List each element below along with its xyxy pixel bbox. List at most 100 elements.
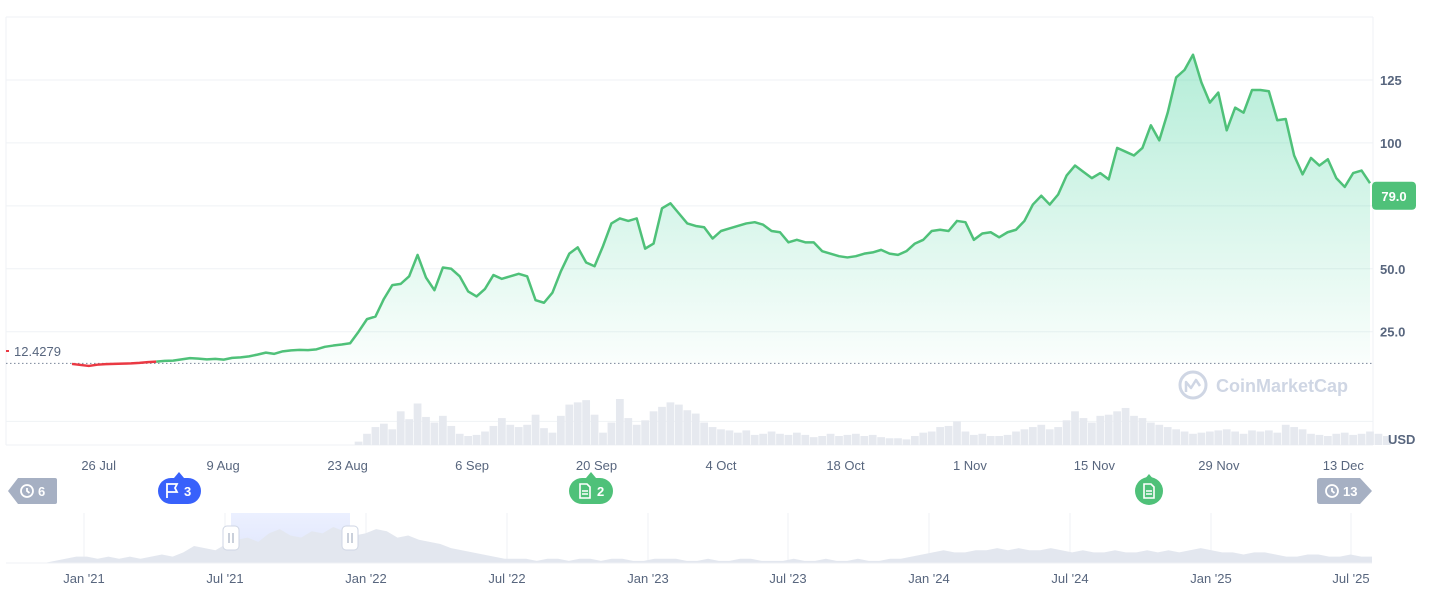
volume-bar [1315, 434, 1324, 445]
volume-bar [1020, 429, 1029, 445]
x-tick-label: 23 Aug [327, 458, 368, 473]
volume-bar [1172, 429, 1181, 445]
volume-bar [936, 427, 945, 445]
volume-bar [1045, 429, 1054, 445]
volume-bar [422, 416, 430, 445]
volume-bar [1113, 411, 1122, 445]
volume-bar [1298, 429, 1307, 445]
volume-bar [1222, 429, 1231, 445]
range-axis-labels: Jan '21 Jul '21 Jan '22 Jul '22 Jan '23 Jul '… [63, 571, 1369, 586]
event-count-upcoming: 13 [1343, 484, 1357, 499]
x-tick-label: 18 Oct [826, 458, 865, 473]
range-axis-label: Jan '24 [908, 571, 950, 586]
volume-bar [641, 420, 650, 445]
volume-bar [438, 415, 447, 445]
price-line-up [156, 53, 1372, 363]
x-tick-label: 13 Dec [1323, 458, 1365, 473]
volume-bar [1382, 436, 1391, 445]
volume-bar [388, 429, 397, 445]
coinmarketcap-watermark: CoinMarketCap [1178, 370, 1348, 400]
volume-bar [1307, 433, 1315, 445]
volume-bar [514, 427, 523, 445]
volume-bar [826, 433, 835, 445]
range-navigator[interactable]: Jan '21 Jul '21 Jan '22 Jul '22 Jan '23 Jul '… [6, 513, 1372, 586]
y-axis: 25.0 50.0 100 125 [1380, 73, 1405, 340]
volume-bar [969, 434, 978, 445]
current-price-label: 79.0 [1381, 189, 1406, 204]
volume-bar [363, 433, 371, 445]
x-tick-label: 4 Oct [705, 458, 736, 473]
event-count-flag: 3 [184, 484, 191, 499]
volume-bar [1087, 422, 1096, 445]
x-tick-label: 29 Nov [1198, 458, 1240, 473]
y-tick-label: 25.0 [1380, 325, 1405, 340]
price-series[interactable] [71, 53, 1372, 368]
volume-bar [1256, 431, 1265, 445]
volume-bar [894, 438, 902, 445]
volume-bar [1349, 434, 1358, 445]
range-handle-left[interactable] [222, 525, 240, 551]
volume-bar [910, 436, 919, 445]
volume-bar [733, 432, 742, 445]
volume-bar [489, 425, 498, 445]
document-icon [579, 483, 591, 499]
volume-bar [809, 437, 818, 445]
event-count-history: 6 [38, 484, 45, 499]
event-badge-news-b[interactable] [1135, 474, 1163, 505]
unit-label: USD [1388, 432, 1415, 447]
event-badge-flag[interactable]: 3 [158, 472, 201, 504]
volume-bar [1340, 432, 1349, 445]
event-badge-history[interactable]: 6 [8, 478, 57, 504]
volume-bar [497, 418, 506, 445]
volume-bar [1205, 431, 1214, 445]
volume-bar [666, 402, 675, 445]
volume-bar [615, 399, 624, 445]
range-axis-label: Jan '25 [1190, 571, 1232, 586]
volume-bar [1332, 433, 1341, 445]
volume-bar [1239, 433, 1248, 445]
volume-bar [582, 400, 591, 445]
range-axis-label: Jul '21 [206, 571, 243, 586]
event-badge-news-a[interactable]: 2 [569, 472, 613, 504]
range-handle-right[interactable] [341, 525, 359, 551]
volume-bar [658, 406, 666, 445]
volume-bar [742, 430, 751, 445]
volume-bar [674, 404, 683, 445]
x-axis: 26 Jul 9 Aug 23 Aug 6 Sep 20 Sep 4 Oct 18 Oct 1… [81, 458, 1364, 473]
volume-bar [531, 414, 540, 445]
baseline-marker: 12.4279 [6, 344, 61, 359]
volume-bar [818, 436, 827, 445]
x-tick-label: 6 Sep [455, 458, 489, 473]
volume-bar [750, 434, 759, 445]
volume-bar [548, 432, 557, 445]
volume-bar [1079, 418, 1088, 445]
volume-bar [1121, 407, 1130, 445]
coinmarketcap-logo-icon [1178, 370, 1208, 400]
volume-bar [573, 402, 582, 445]
volume-bar [1155, 424, 1164, 445]
volume-bar [1281, 424, 1290, 445]
volume-bar [632, 424, 641, 445]
volume-bar [1054, 427, 1063, 445]
volume-bar [464, 436, 473, 445]
volume-bar [784, 434, 793, 445]
volume-bar [776, 433, 784, 445]
event-badge-upcoming[interactable]: 13 [1317, 478, 1372, 504]
volume-bar [767, 431, 776, 445]
volume-bar [759, 433, 768, 445]
history-icon [20, 484, 34, 498]
volume-bar [792, 432, 801, 445]
volume-bar [1197, 432, 1206, 445]
document-icon [1143, 483, 1155, 499]
volume-bar [1189, 433, 1197, 445]
y-tick-label: 50.0 [1380, 262, 1405, 277]
volume-bar [860, 436, 869, 445]
volume-bar [1012, 431, 1020, 445]
volume-bar [405, 419, 414, 445]
range-axis-label: Jan '21 [63, 571, 105, 586]
volume-bar [1231, 431, 1240, 445]
volume-bar [843, 434, 852, 445]
x-tick-label: 15 Nov [1074, 458, 1116, 473]
volume-bar [1248, 430, 1256, 445]
